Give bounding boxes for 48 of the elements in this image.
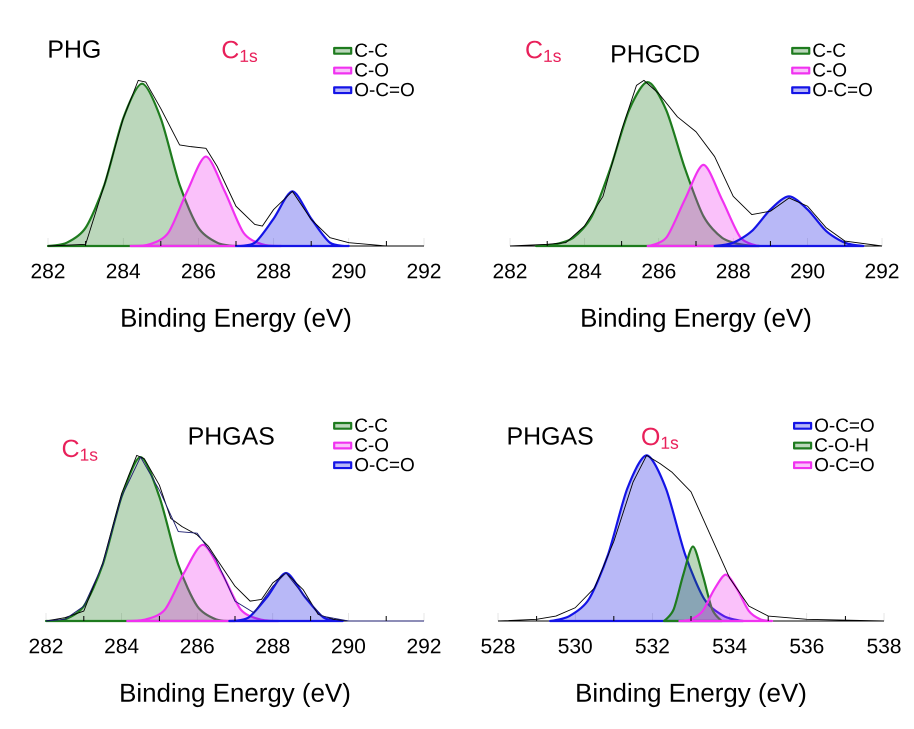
text: C$_{1s}$ [222, 40, 258, 62]
legend-label: O-C=O [815, 418, 874, 432]
x-axis-title: Binding Energy (eV) [577, 682, 806, 708]
legend-label: O-C=O [815, 458, 874, 472]
x-tick-label: 538 [867, 638, 901, 654]
x-tick-label: 532 [636, 638, 669, 654]
x-tick-label: 282 [30, 638, 62, 654]
x-tick-label: 530 [558, 638, 592, 654]
text: O$_{1s}$ [642, 428, 678, 449]
legend-label: O-C=O [813, 82, 872, 96]
legend-label: C-O [355, 63, 388, 77]
x-axis-title: Binding Energy (eV) [122, 308, 350, 332]
x-tick-label: 536 [790, 638, 824, 654]
x-tick-label: 290 [332, 264, 366, 278]
annotation: C$_{1s}$ [62, 440, 98, 461]
x-tick-label: 292 [866, 264, 898, 278]
legend-label: C-C [355, 43, 388, 57]
x-axis-title: Binding Energy (eV) [582, 308, 810, 332]
x-tick-label: 534 [713, 638, 746, 654]
x-tick-label: 288 [716, 264, 750, 278]
x-axis-title: Binding Energy (eV) [121, 682, 350, 708]
text: PHG [49, 40, 100, 58]
legend-label: O-C=O [355, 458, 414, 472]
x-tick-label: 284 [105, 638, 138, 654]
legend-label: C-O [813, 63, 846, 77]
legend-label: C-O-H [815, 438, 868, 452]
x-tick-label: 288 [256, 638, 290, 654]
x-tick-label: 282 [494, 264, 526, 278]
x-tick-label: 290 [332, 638, 366, 654]
x-tick-label: 288 [257, 264, 290, 278]
legend-label: C-C [813, 43, 846, 57]
legend-label: C-O [355, 438, 388, 452]
x-tick-label: 286 [180, 638, 214, 654]
x-tick-label: 282 [32, 264, 64, 278]
legend-label: O-C=O [355, 82, 414, 96]
text: PHGAS [190, 427, 274, 445]
x-tick-label: 292 [408, 638, 440, 654]
x-tick-label: 290 [791, 264, 824, 278]
x-tick-label: 292 [408, 264, 440, 278]
x-tick-label: 284 [568, 264, 602, 278]
text: PHGCD [612, 44, 699, 63]
x-tick-label: 286 [642, 264, 676, 278]
x-tick-label: 284 [106, 264, 140, 278]
x-tick-label: 286 [182, 264, 215, 278]
text: C$_{1s}$ [526, 40, 561, 62]
text: PHGAS [508, 427, 593, 445]
legend-label: C-C [355, 418, 388, 432]
x-tick-label: 528 [481, 638, 515, 654]
